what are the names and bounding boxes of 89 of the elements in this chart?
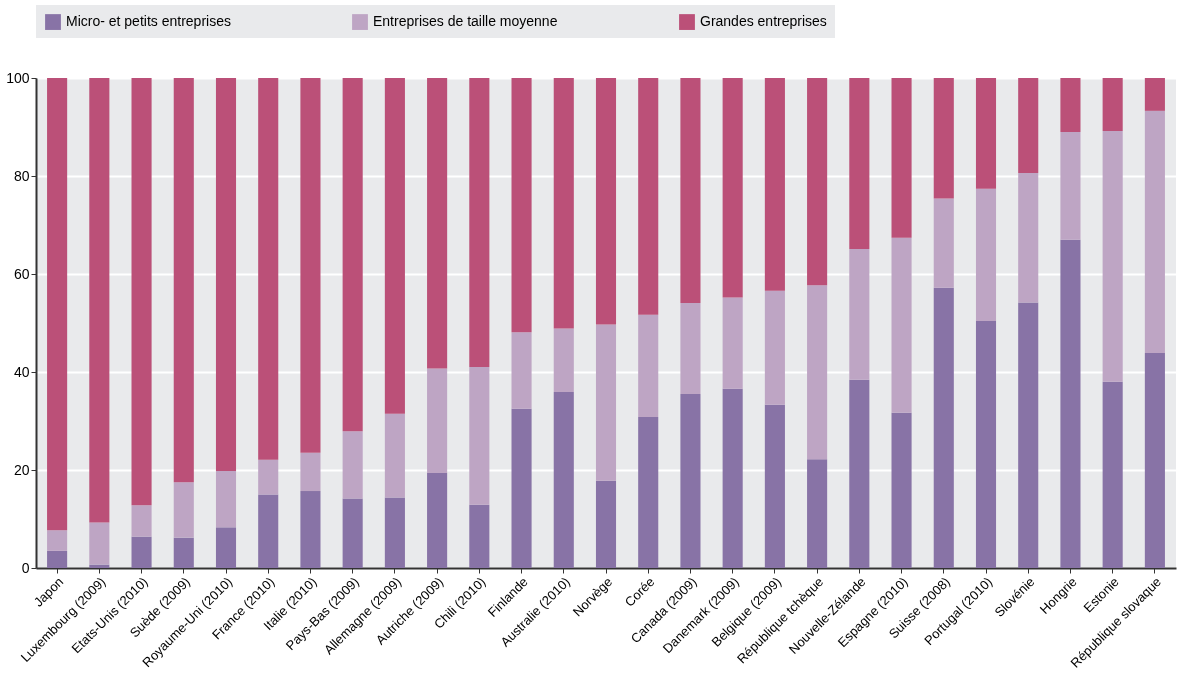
- bar: [1144, 78, 1165, 111]
- bar: [342, 498, 363, 568]
- bar: [173, 482, 194, 538]
- bar: [722, 78, 743, 298]
- bar: [553, 328, 574, 393]
- bar: [638, 314, 659, 418]
- bar: [469, 504, 490, 568]
- bar: [680, 302, 701, 395]
- y-tick-label: 20: [13, 461, 30, 478]
- bar: [891, 237, 912, 413]
- bar: [1018, 78, 1039, 174]
- bar: [258, 459, 279, 495]
- bar: [215, 527, 237, 568]
- bar: [427, 472, 448, 568]
- bar: [131, 505, 152, 537]
- bar: [933, 78, 954, 199]
- bar: [891, 78, 912, 238]
- bar: [849, 379, 870, 568]
- bar: [131, 78, 152, 506]
- bar: [1144, 110, 1165, 353]
- bar: [849, 249, 870, 380]
- bar: [764, 78, 785, 291]
- bar: [384, 497, 405, 568]
- bar: [807, 285, 828, 460]
- bar: [722, 297, 743, 389]
- bar: [300, 452, 321, 492]
- bar: [1144, 352, 1165, 568]
- bar: [1018, 302, 1039, 568]
- bar: [384, 78, 405, 414]
- bar: [638, 78, 659, 315]
- bar: [258, 494, 279, 568]
- bar: [595, 324, 617, 481]
- bar: [300, 78, 321, 453]
- bar: [342, 431, 363, 499]
- bar: [131, 536, 152, 568]
- bar: [595, 78, 617, 325]
- bar: [342, 78, 363, 432]
- bar: [215, 78, 237, 471]
- bar: [47, 78, 68, 531]
- bar: [47, 530, 68, 551]
- bar: [638, 417, 659, 568]
- bar: [89, 78, 110, 523]
- legend-label: Entreprises de taille moyenne: [373, 13, 558, 30]
- bar: [1018, 173, 1039, 303]
- legend-label: Grandes entreprises: [700, 13, 827, 30]
- y-tick-label: 0: [21, 559, 30, 576]
- bar: [469, 367, 490, 505]
- bar: [933, 198, 954, 288]
- bar: [300, 491, 321, 568]
- bar: [553, 392, 574, 568]
- bar: [1060, 239, 1081, 568]
- legend-label: Micro- et petits entreprises: [66, 13, 231, 30]
- bar: [469, 78, 490, 368]
- bar: [807, 78, 828, 286]
- y-tick-label: 80: [13, 167, 30, 184]
- y-tick-label: 60: [13, 265, 30, 282]
- bar: [173, 537, 194, 568]
- bar: [933, 287, 954, 568]
- bar: [215, 470, 237, 528]
- y-tick-label: 100: [6, 69, 30, 86]
- bar: [891, 412, 912, 568]
- bar: [427, 368, 448, 473]
- bar: [849, 78, 870, 250]
- bar: [1060, 78, 1081, 132]
- bar: [680, 394, 701, 568]
- bar: [1060, 131, 1081, 240]
- bar: [975, 321, 997, 568]
- bar: [553, 78, 574, 329]
- bar: [975, 188, 997, 322]
- bar: [1102, 381, 1123, 568]
- bar: [807, 459, 828, 568]
- bar: [89, 522, 110, 565]
- bar: [511, 332, 532, 409]
- bar: [173, 78, 194, 483]
- bar: [680, 78, 701, 303]
- bar: [975, 78, 997, 189]
- bar: [47, 550, 68, 568]
- bar: [511, 78, 532, 333]
- bar: [384, 413, 405, 498]
- bar: [511, 408, 532, 568]
- bar: [1102, 78, 1123, 131]
- bar: [595, 480, 617, 568]
- bar: [427, 78, 448, 369]
- bar: [722, 388, 743, 568]
- bar: [764, 290, 785, 405]
- y-tick-label: 40: [13, 363, 30, 380]
- bar: [258, 78, 279, 460]
- bar: [764, 404, 785, 568]
- bar: [1102, 130, 1123, 382]
